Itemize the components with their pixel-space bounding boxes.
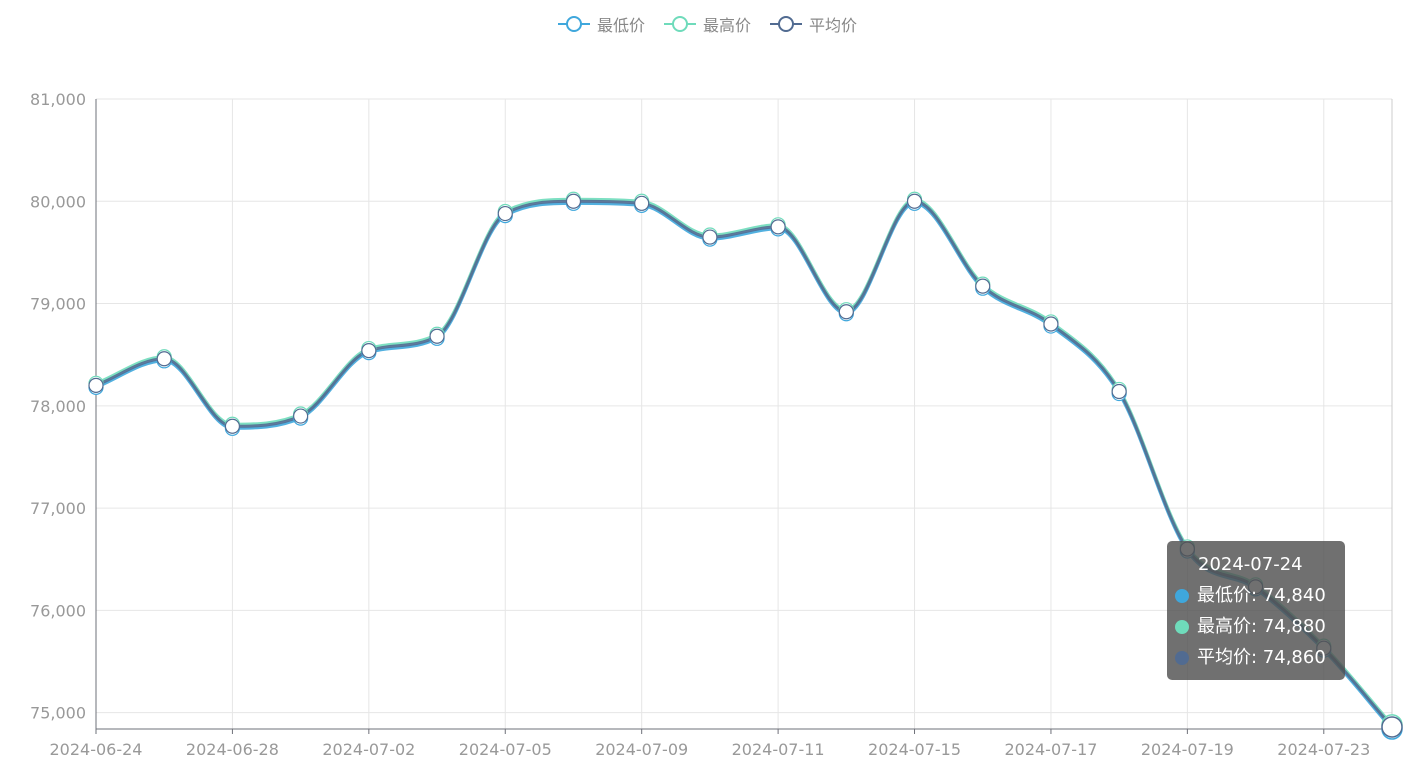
data-point [634, 195, 650, 211]
x-tick-label: 2024-07-11 [732, 740, 825, 759]
y-tick-label: 77,000 [30, 499, 86, 518]
legend-item-avg[interactable]: 平均价 [769, 12, 857, 36]
data-point [1111, 383, 1127, 400]
data-point [906, 193, 923, 209]
series-dot-icon [1175, 650, 1189, 665]
series-dot-icon [1175, 619, 1189, 634]
x-tick-label: 2024-07-17 [1004, 740, 1097, 759]
data-point [702, 229, 718, 245]
legend-label: 平均价 [809, 16, 858, 35]
legend-label: 最高价 [702, 16, 751, 35]
x-tick-label: 2024-07-02 [322, 740, 415, 759]
data-point [156, 351, 172, 367]
x-tick-label: 2024-06-24 [50, 740, 143, 759]
x-tick-label: 2024-07-09 [595, 740, 688, 759]
data-point [224, 418, 241, 434]
data-point [1043, 316, 1059, 332]
line-circle-icon [770, 16, 802, 32]
tooltip-row-max: 最高价: 74,880 [1175, 611, 1345, 642]
y-tick-label: 81,000 [30, 90, 86, 109]
x-tick-label: 2024-07-15 [868, 740, 961, 759]
y-tick-label: 78,000 [30, 397, 86, 416]
tooltip-series-name: 平均价 [1197, 647, 1251, 668]
legend-label: 最低价 [596, 16, 645, 35]
tooltip: 2024-07-24 最低价: 74,840 最高价: 74,880 平均价: … [1167, 541, 1345, 680]
data-point [838, 304, 854, 320]
legend-item-max[interactable]: 最高价 [663, 12, 751, 36]
data-point [565, 193, 582, 209]
legend: 最低价 最高价 平均价 [0, 12, 1414, 36]
series-dot-icon [1175, 588, 1189, 603]
axes: 75,000 76,000 77,000 78,000 79,000 80,000 81,0… [30, 90, 1392, 759]
x-tick-label: 2024-07-05 [459, 740, 552, 759]
x-tick-label: 2024-07-19 [1141, 740, 1234, 759]
tooltip-row-min: 最低价: 74,840 [1175, 580, 1345, 611]
data-point [429, 328, 445, 344]
data-point [1381, 716, 1403, 738]
data-point [293, 408, 309, 424]
tooltip-series-name: 最低价 [1197, 585, 1251, 606]
tooltip-value: 74,860 [1262, 647, 1326, 668]
tooltip-series-name: 最高价 [1197, 616, 1251, 637]
data-point [770, 219, 786, 235]
x-tick-label: 2024-07-23 [1277, 740, 1370, 759]
line-circle-icon [663, 16, 696, 32]
data-point [361, 342, 377, 359]
data-point [497, 205, 513, 222]
tooltip-date: 2024-07-24 [1198, 554, 1303, 575]
y-tick-label: 75,000 [30, 704, 86, 723]
data-point [975, 278, 991, 294]
y-tick-label: 79,000 [30, 295, 86, 314]
tooltip-value: 74,880 [1262, 616, 1326, 637]
tooltip-row-avg: 平均价: 74,860 [1175, 642, 1345, 673]
y-tick-label: 80,000 [30, 192, 86, 211]
x-tick-label: 2024-06-28 [186, 740, 279, 759]
data-point [88, 377, 104, 393]
tooltip-value: 74,840 [1262, 585, 1326, 606]
y-tick-label: 76,000 [30, 601, 86, 620]
line-circle-icon [557, 16, 590, 32]
legend-item-min[interactable]: 最低价 [557, 12, 645, 36]
